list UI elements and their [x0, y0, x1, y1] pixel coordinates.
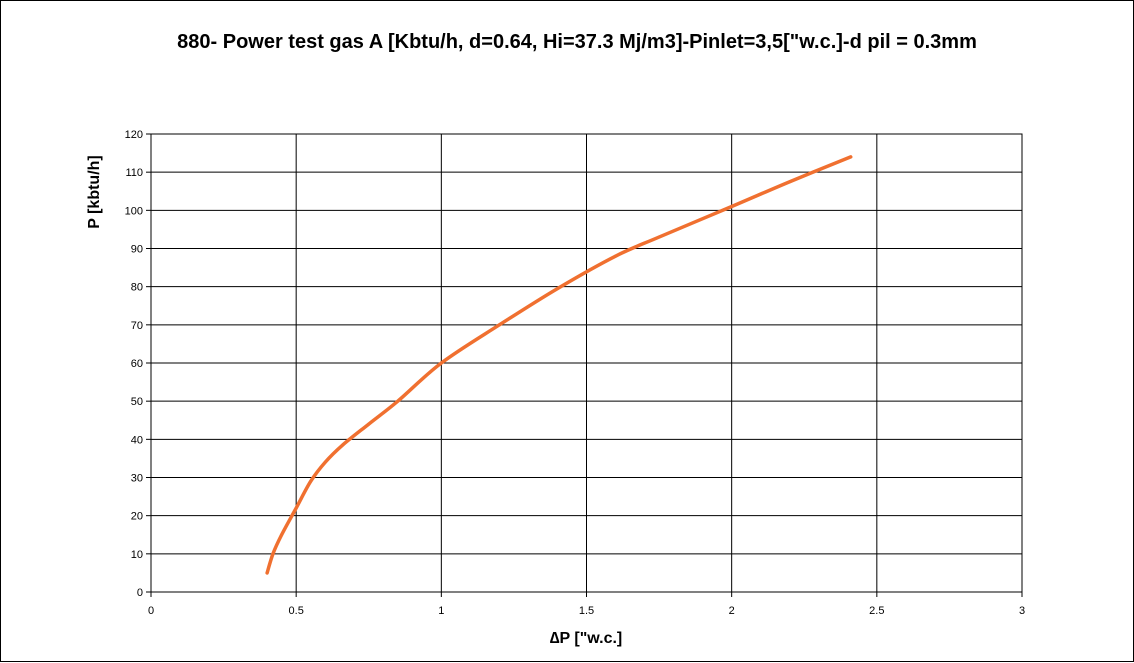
- x-tick-label: 3: [1019, 605, 1025, 617]
- chart-title: 880- Power test gas A [Kbtu/h, d=0.64, H…: [177, 31, 977, 53]
- x-tick-label: 1: [438, 605, 444, 617]
- data-point: [396, 399, 400, 403]
- y-tick-label: 50: [131, 396, 143, 408]
- data-point: [341, 443, 345, 447]
- data-point: [265, 571, 269, 575]
- data-point: [497, 323, 501, 327]
- y-tick-label: 70: [131, 320, 143, 332]
- data-point: [439, 361, 443, 365]
- x-tick-label: 2.5: [869, 605, 884, 617]
- y-axis-label: P [kbtu/h]: [86, 155, 103, 228]
- series-layer: [265, 155, 853, 575]
- y-tick-label: 60: [131, 358, 143, 370]
- y-tick-label: 110: [125, 167, 143, 179]
- data-point: [555, 287, 559, 291]
- data-point: [788, 180, 792, 184]
- axes: [146, 133, 1023, 597]
- tick-labels: 0 0.5 1 1.5 2 2.5 3010203040506070809010011012…: [125, 129, 1025, 617]
- y-tick-label: 120: [125, 129, 143, 141]
- data-point: [280, 533, 284, 537]
- y-tick-label: 10: [131, 549, 143, 561]
- data-point: [309, 479, 313, 483]
- y-tick-label: 100: [125, 205, 143, 217]
- x-tick-label: 0.5: [289, 605, 304, 617]
- data-point: [849, 155, 853, 159]
- y-tick-label: 80: [131, 282, 143, 294]
- data-point: [294, 506, 298, 510]
- data-point: [367, 422, 371, 426]
- data-point: [730, 205, 734, 209]
- y-tick-label: 30: [131, 473, 143, 485]
- data-point: [657, 235, 661, 239]
- y-tick-label: 20: [131, 511, 143, 523]
- x-tick-label: 2: [729, 605, 735, 617]
- x-tick-label: 0: [148, 605, 154, 617]
- data-point: [614, 254, 618, 258]
- y-tick-label: 40: [131, 434, 143, 446]
- y-tick-label: 90: [131, 244, 143, 256]
- y-tick-label: 0: [137, 587, 143, 599]
- data-point: [323, 460, 327, 464]
- data-point: [271, 552, 275, 556]
- series-line: [265, 155, 853, 575]
- x-tick-label: 1.5: [579, 605, 594, 617]
- x-axis-label: ∆P ["w.c.]: [550, 630, 623, 647]
